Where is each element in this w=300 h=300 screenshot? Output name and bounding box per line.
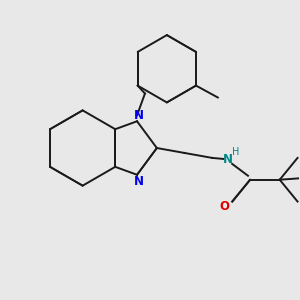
Text: H: H (232, 147, 240, 157)
Text: N: N (134, 175, 144, 188)
Text: N: N (134, 109, 144, 122)
Text: O: O (219, 200, 229, 213)
Text: N: N (223, 153, 233, 167)
